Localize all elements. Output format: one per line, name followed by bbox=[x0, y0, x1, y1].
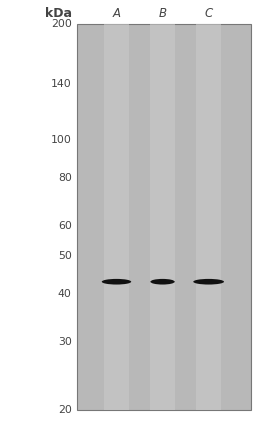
Bar bbox=[151, 24, 175, 410]
Text: 80: 80 bbox=[58, 173, 72, 183]
Text: 40: 40 bbox=[58, 289, 72, 299]
Ellipse shape bbox=[151, 279, 175, 285]
Text: 20: 20 bbox=[58, 405, 72, 415]
Bar bbox=[197, 24, 221, 410]
Text: kDa: kDa bbox=[45, 7, 72, 20]
Text: 50: 50 bbox=[58, 251, 72, 261]
Text: 60: 60 bbox=[58, 221, 72, 231]
Text: 30: 30 bbox=[58, 337, 72, 347]
Text: A: A bbox=[112, 7, 121, 20]
Text: 200: 200 bbox=[51, 19, 72, 29]
Text: 140: 140 bbox=[51, 79, 72, 89]
Ellipse shape bbox=[193, 279, 224, 285]
Text: 100: 100 bbox=[51, 135, 72, 145]
Text: C: C bbox=[205, 7, 213, 20]
Bar bbox=[77, 24, 251, 410]
Ellipse shape bbox=[102, 279, 131, 285]
Bar bbox=[104, 24, 129, 410]
Text: B: B bbox=[158, 7, 167, 20]
